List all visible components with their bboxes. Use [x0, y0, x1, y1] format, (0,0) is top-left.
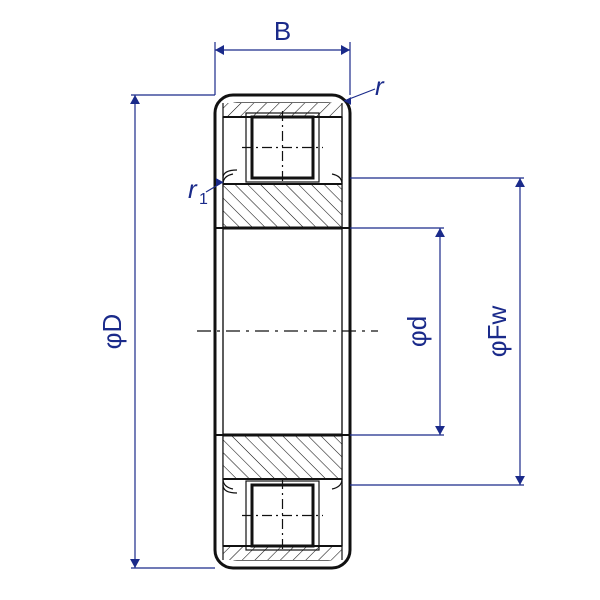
dim-phiD: φD [97, 314, 127, 350]
dim-phiFw: φFw [482, 306, 512, 358]
dim-phid: φd [402, 316, 432, 347]
svg-text:φd: φd [402, 316, 432, 347]
dim-r1-sub: 1 [199, 191, 208, 208]
dim-r1-label: r [188, 174, 198, 204]
svg-text:φD: φD [97, 314, 127, 350]
svg-text:φFw: φFw [482, 306, 512, 358]
dim-r-label: r [375, 71, 385, 101]
dim-B-label: B [274, 16, 291, 46]
